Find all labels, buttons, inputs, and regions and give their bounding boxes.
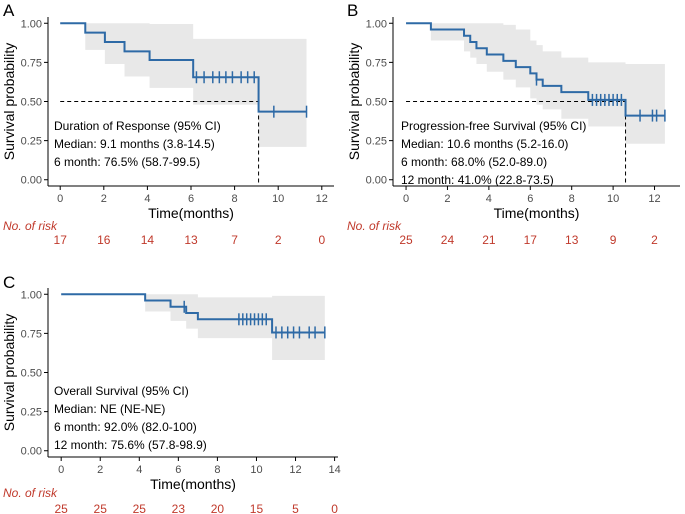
annotation-line: Median: NE (NE-NE): [54, 402, 165, 416]
survival-curve: [406, 22, 665, 117]
x-tick-label: 12: [316, 193, 328, 205]
panel-a: 0.00 0.25 0.50 0.75 1.00 0 2 4 6 8 10 12 Time(months…: [1, 1, 334, 247]
annotation-line: 6 month: 92.0% (82.0-100): [54, 420, 197, 434]
risk-count: 25: [399, 233, 413, 247]
annotation-line: Median: 9.1 months (3.8-14.5): [54, 137, 215, 151]
y-tick-label: 0.75: [21, 57, 42, 69]
y-tick-label: 0.00: [21, 175, 42, 187]
x-tick-label: 8: [214, 464, 220, 476]
risk-count: 15: [250, 502, 264, 514]
x-tick-label: 0: [57, 193, 63, 205]
confidence-band: [406, 23, 665, 144]
risk-table-title: No. of risk: [347, 219, 402, 233]
risk-count: 17: [54, 233, 68, 247]
survival-curve: [61, 293, 325, 334]
x-tick-label: 14: [328, 464, 340, 476]
annotation-line: Progression-free Survival (95% CI): [401, 119, 586, 133]
annotation-line: Overall Survival (95% CI): [54, 384, 189, 398]
y-tick-label: 1.00: [366, 18, 387, 30]
confidence-band: [61, 294, 325, 360]
risk-count: 9: [610, 233, 617, 247]
x-tick-label: 10: [607, 193, 619, 205]
risk-count: 5: [292, 502, 299, 514]
risk-count: 2: [651, 233, 658, 247]
panel-b: 0.000.250.500.751.000 2 4 6 8 10 12Time(months…: [346, 1, 680, 247]
x-tick-label: 0: [58, 464, 64, 476]
x-tick-label: 6: [175, 464, 181, 476]
annotation-line: 6 month: 68.0% (52.0-89.0): [401, 155, 547, 169]
x-tick-label: 0: [403, 193, 409, 205]
risk-count: 2: [275, 233, 282, 247]
y-tick-label: 0.75: [21, 328, 42, 340]
y-tick-label: 1.00: [21, 289, 42, 301]
y-tick-label: 0.50: [21, 97, 42, 109]
risk-count: 13: [184, 233, 198, 247]
x-axis-title: Time(months): [150, 476, 236, 492]
x-tick-label: 4: [144, 193, 150, 205]
x-tick-label: 2: [444, 193, 450, 205]
y-axis-title: Survival probability: [1, 314, 17, 432]
y-tick-label: 1.00: [21, 18, 42, 30]
panel-label: A: [3, 1, 15, 20]
x-tick-label: 4: [486, 193, 492, 205]
risk-count: 23: [172, 502, 186, 514]
risk-table-title: No. of risk: [3, 219, 58, 233]
y-tick-label: 0.50: [366, 97, 387, 109]
annotation-line: Duration of Response (95% CI): [54, 119, 221, 133]
annotation-line: 12 month: 75.6% (57.8-98.9): [54, 438, 207, 452]
x-tick-label: 2: [101, 193, 107, 205]
y-tick-label: 0.25: [21, 407, 42, 419]
risk-count: 24: [441, 233, 455, 247]
x-tick-label: 10: [250, 464, 262, 476]
risk-count: 14: [141, 233, 155, 247]
y-axis-title: Survival probability: [346, 43, 362, 161]
y-tick-label: 0.25: [21, 136, 42, 148]
risk-count: 17: [524, 233, 538, 247]
y-tick-label: 0.00: [366, 175, 387, 187]
x-tick-label: 8: [232, 193, 238, 205]
risk-count: 20: [211, 502, 225, 514]
panel-label: B: [347, 1, 358, 20]
risk-count: 0: [331, 502, 338, 514]
x-tick-label: 10: [272, 193, 284, 205]
annotation-line: Median: 10.6 months (5.2-16.0): [401, 137, 568, 151]
y-tick-label: 0.75: [366, 57, 387, 69]
risk-count: 0: [318, 233, 325, 247]
panel-c: 0.00 0.25 0.50 0.75 1.00 0 2 4 6 8 10 12 14 Time(mont…: [1, 273, 341, 514]
x-tick-label: 12: [648, 193, 660, 205]
y-tick-label: 0.50: [21, 368, 42, 380]
x-axis-title: Time(months): [148, 205, 234, 221]
risk-count: 21: [482, 233, 496, 247]
risk-count: 25: [94, 502, 108, 514]
x-tick-label: 12: [289, 464, 301, 476]
risk-count: 7: [231, 233, 238, 247]
confidence-band: [60, 23, 307, 147]
x-axis-title: Time(months): [494, 205, 580, 221]
risk-count: 16: [97, 233, 111, 247]
x-tick-label: 8: [569, 193, 575, 205]
y-tick-label: 0.25: [366, 136, 387, 148]
y-tick-label: 0.00: [21, 446, 42, 458]
annotation-line: 6 month: 76.5% (58.7-99.5): [54, 155, 200, 169]
y-axis-title: Survival probability: [1, 43, 17, 161]
panel-label: C: [3, 273, 15, 292]
risk-count: 25: [133, 502, 147, 514]
x-tick-label: 2: [97, 464, 103, 476]
risk-count: 25: [55, 502, 69, 514]
risk-count: 13: [565, 233, 579, 247]
x-tick-label: 6: [188, 193, 194, 205]
x-tick-label: 6: [527, 193, 533, 205]
annotation-line: 12 month: 41.0% (22.8-73.5): [401, 173, 554, 187]
risk-table-title: No. of risk: [3, 486, 58, 500]
x-tick-label: 4: [136, 464, 142, 476]
